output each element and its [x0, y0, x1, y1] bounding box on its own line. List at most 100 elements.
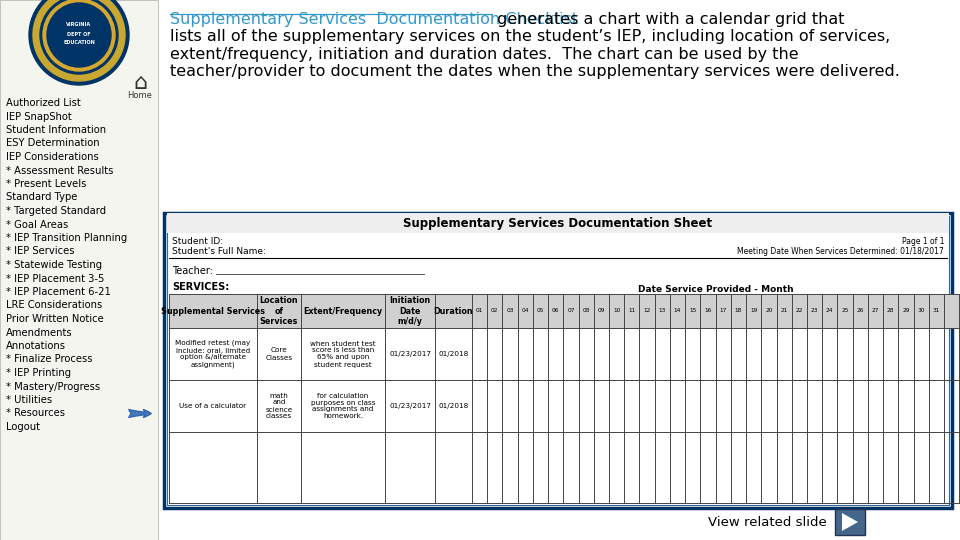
Text: 01: 01 — [476, 308, 483, 314]
Text: Teacher:: Teacher: — [172, 266, 213, 276]
Text: 08: 08 — [583, 308, 590, 314]
Text: Page 1 of 1: Page 1 of 1 — [901, 237, 944, 246]
Text: EDUCATION: EDUCATION — [63, 40, 95, 45]
Bar — [835, 509, 865, 535]
Text: Supplementary Services  Documentation Checklist: Supplementary Services Documentation Che… — [170, 12, 578, 27]
Text: ESY Determination: ESY Determination — [6, 138, 100, 149]
Text: * IEP Placement 6-21: * IEP Placement 6-21 — [6, 287, 110, 297]
Bar — [167, 213, 949, 233]
Text: * Targeted Standard: * Targeted Standard — [6, 206, 107, 216]
Text: LRE Considerations: LRE Considerations — [6, 300, 103, 310]
Text: 27: 27 — [872, 308, 879, 314]
Text: 01/23/2017: 01/23/2017 — [389, 351, 431, 357]
Text: 28: 28 — [887, 308, 895, 314]
Text: 07: 07 — [567, 308, 575, 314]
Text: Modified retest (may
include: oral, limited
option &/alternate
assignment): Modified retest (may include: oral, limi… — [176, 340, 251, 368]
Text: Student's Full Name:: Student's Full Name: — [172, 246, 266, 255]
Text: 21: 21 — [780, 308, 788, 314]
Text: 18: 18 — [734, 308, 742, 314]
Circle shape — [47, 3, 111, 67]
Circle shape — [29, 0, 129, 85]
Text: Logout: Logout — [6, 422, 40, 432]
Text: Prior Written Notice: Prior Written Notice — [6, 314, 104, 324]
Text: * IEP Printing: * IEP Printing — [6, 368, 71, 378]
Bar — [169, 294, 959, 328]
Circle shape — [33, 0, 125, 81]
Text: Standard Type: Standard Type — [6, 192, 78, 202]
Text: math
and
science
classes: math and science classes — [265, 393, 293, 420]
Text: 13: 13 — [659, 308, 666, 314]
Text: 25: 25 — [841, 308, 849, 314]
Text: Date Service Provided - Month: Date Service Provided - Month — [637, 285, 793, 294]
Text: * Mastery/Progress: * Mastery/Progress — [6, 381, 100, 391]
Text: 16: 16 — [705, 308, 711, 314]
Text: * Present Levels: * Present Levels — [6, 179, 86, 189]
Text: View related slide: View related slide — [708, 516, 827, 529]
Text: 20: 20 — [765, 308, 773, 314]
Text: 29: 29 — [902, 308, 910, 314]
Text: lists all of the supplementary services on the student’s IEP, including location: lists all of the supplementary services … — [170, 30, 890, 44]
Circle shape — [43, 0, 115, 71]
Text: 30: 30 — [918, 308, 924, 314]
Text: Student Information: Student Information — [6, 125, 107, 135]
Text: 19: 19 — [750, 308, 757, 314]
Text: * Utilities: * Utilities — [6, 395, 52, 405]
Text: Duration: Duration — [434, 307, 473, 315]
Text: 05: 05 — [537, 308, 544, 314]
Text: 01/2018: 01/2018 — [439, 403, 468, 409]
Text: 04: 04 — [521, 308, 529, 314]
Text: Core
Classes: Core Classes — [265, 348, 293, 361]
Bar — [167, 216, 949, 505]
Text: 11: 11 — [628, 308, 636, 314]
Text: * IEP Transition Planning: * IEP Transition Planning — [6, 233, 128, 243]
Text: 17: 17 — [720, 308, 727, 314]
Text: generates a chart with a calendar grid that: generates a chart with a calendar grid t… — [492, 12, 844, 27]
Text: 15: 15 — [689, 308, 696, 314]
Text: Home: Home — [128, 91, 153, 100]
Text: 06: 06 — [552, 308, 560, 314]
Text: * Finalize Process: * Finalize Process — [6, 354, 92, 364]
Text: 03: 03 — [506, 308, 514, 314]
Text: * Resources: * Resources — [6, 408, 65, 418]
Text: 24: 24 — [826, 308, 833, 314]
Bar — [0, 0, 158, 540]
Text: when student test
score is less than
65% and upon
student request: when student test score is less than 65%… — [310, 341, 375, 368]
Text: teacher/provider to document the dates when the supplementary services were deli: teacher/provider to document the dates w… — [170, 64, 900, 79]
Text: Location
of
Services: Location of Services — [260, 296, 299, 326]
Text: Use of a calculator: Use of a calculator — [180, 403, 247, 409]
Text: * Assessment Results: * Assessment Results — [6, 165, 113, 176]
Text: SERVICES:: SERVICES: — [172, 282, 229, 292]
Text: * Goal Areas: * Goal Areas — [6, 219, 68, 230]
Text: 12: 12 — [643, 308, 651, 314]
Bar — [164, 213, 952, 508]
Polygon shape — [842, 513, 858, 531]
Text: Supplementary Services Documentation Sheet: Supplementary Services Documentation She… — [403, 217, 712, 230]
Text: 31: 31 — [933, 308, 940, 314]
Text: 09: 09 — [598, 308, 605, 314]
Text: 14: 14 — [674, 308, 682, 314]
Text: Authorized List: Authorized List — [6, 98, 81, 108]
Text: Student ID:: Student ID: — [172, 237, 223, 246]
Text: Annotations: Annotations — [6, 341, 66, 351]
Text: Extent/Frequency: Extent/Frequency — [303, 307, 383, 315]
Text: DEPT OF: DEPT OF — [67, 32, 91, 37]
Text: * IEP Placement 3-5: * IEP Placement 3-5 — [6, 273, 105, 284]
Circle shape — [40, 0, 118, 74]
Text: 26: 26 — [856, 308, 864, 314]
Text: Amendments: Amendments — [6, 327, 73, 338]
Text: IEP Considerations: IEP Considerations — [6, 152, 99, 162]
Text: 23: 23 — [811, 308, 818, 314]
Text: 02: 02 — [492, 308, 498, 314]
Text: 01/2018: 01/2018 — [439, 351, 468, 357]
Text: for calculation
purposes on class
assignments and
homework.: for calculation purposes on class assign… — [311, 393, 375, 420]
Text: extent/frequency, initiation and duration dates.  The chart can be used by the: extent/frequency, initiation and duratio… — [170, 47, 799, 62]
Text: ⌂: ⌂ — [132, 73, 147, 93]
Text: 01/23/2017: 01/23/2017 — [389, 403, 431, 409]
Text: * Statewide Testing: * Statewide Testing — [6, 260, 102, 270]
Text: 22: 22 — [796, 308, 804, 314]
Text: IEP SnapShot: IEP SnapShot — [6, 111, 72, 122]
Text: VIRGINIA: VIRGINIA — [66, 23, 91, 28]
Text: Initiation
Date
m/d/y: Initiation Date m/d/y — [390, 296, 431, 326]
Text: * IEP Services: * IEP Services — [6, 246, 75, 256]
Text: 10: 10 — [612, 308, 620, 314]
